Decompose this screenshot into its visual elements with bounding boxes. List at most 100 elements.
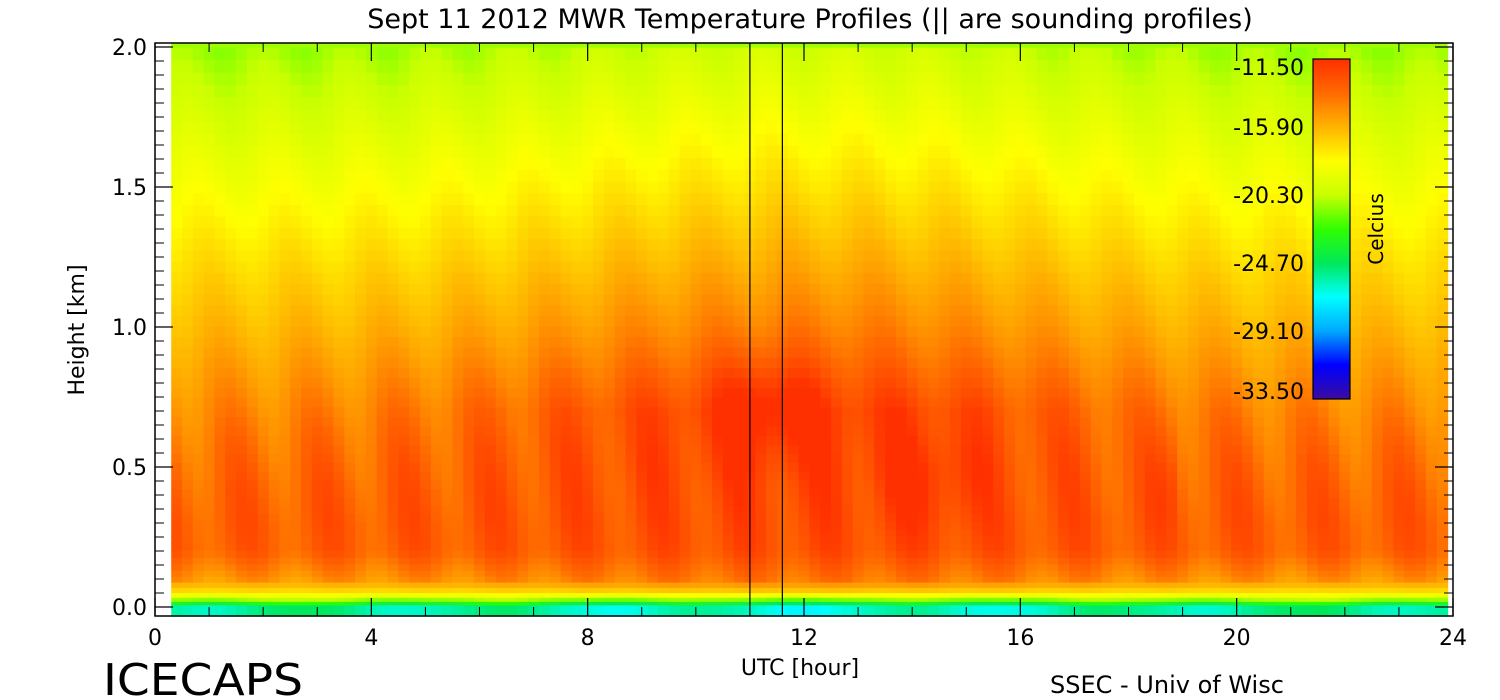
heatmap-cell — [712, 479, 724, 490]
heatmap-cell — [420, 326, 432, 338]
heatmap-cell — [290, 283, 302, 295]
heatmap-cell — [766, 59, 778, 73]
heatmap-cell — [257, 543, 270, 551]
heatmap-cell — [549, 346, 562, 358]
heatmap-cell — [787, 592, 800, 598]
heatmap-cell — [722, 453, 735, 464]
heatmap-cell — [701, 346, 713, 358]
heatmap-cell — [506, 192, 518, 205]
heatmap-cell — [614, 157, 627, 170]
heatmap-cell — [625, 261, 637, 273]
heatmap-cell — [895, 84, 908, 98]
heatmap-cell — [409, 576, 421, 583]
heatmap-cell — [376, 192, 389, 205]
heatmap-cell — [495, 304, 508, 317]
heatmap-cell — [571, 504, 583, 514]
heatmap-cell — [203, 227, 216, 240]
heatmap-cell — [971, 462, 984, 472]
heatmap-cell — [928, 326, 940, 338]
heatmap-cell — [452, 204, 464, 217]
heatmap-cell — [950, 238, 962, 251]
heatmap-cell — [917, 397, 929, 408]
heatmap-cell — [831, 96, 843, 110]
heatmap-cell — [820, 597, 832, 602]
heatmap-cell — [268, 47, 280, 61]
heatmap-cell — [820, 520, 832, 530]
heatmap-cell — [322, 416, 335, 427]
heatmap-cell — [582, 261, 594, 273]
heatmap-cell — [1014, 377, 1027, 388]
heatmap-cell — [722, 462, 735, 472]
heatmap-cell — [484, 304, 497, 317]
heatmap-cell — [668, 406, 681, 418]
heatmap-cell — [582, 570, 594, 577]
heatmap-cell — [474, 488, 486, 498]
heatmap-cell — [668, 192, 681, 205]
heatmap-cell — [593, 563, 605, 571]
heatmap-cell — [712, 96, 724, 110]
heatmap-cell — [1025, 425, 1038, 436]
heatmap-cell — [171, 397, 183, 408]
heatmap-cell — [192, 387, 205, 398]
heatmap-cell — [311, 397, 324, 408]
heatmap-cell — [441, 304, 454, 317]
heatmap-cell — [1047, 597, 1059, 602]
heatmap-cell — [917, 563, 929, 571]
heatmap-cell — [831, 326, 843, 338]
heatmap-cell — [1036, 592, 1048, 598]
heatmap-cell — [452, 581, 464, 589]
heatmap-cell — [593, 180, 605, 194]
heatmap-cell — [960, 488, 973, 498]
heatmap-cell — [733, 543, 746, 551]
heatmap-cell — [1047, 581, 1059, 589]
heatmap-cell — [906, 283, 919, 295]
heatmap-cell — [722, 357, 735, 368]
heatmap-cell — [841, 550, 854, 558]
heatmap-cell — [679, 592, 692, 598]
heatmap-cell — [376, 157, 389, 170]
heatmap-cell — [463, 192, 475, 205]
heatmap-cell — [1047, 47, 1059, 61]
heatmap-cell — [885, 326, 897, 338]
heatmap-cell — [993, 238, 1005, 251]
heatmap-cell — [1004, 59, 1016, 73]
heatmap-cell — [906, 479, 919, 490]
heatmap-cell — [712, 133, 724, 146]
heatmap-cell — [1036, 96, 1048, 110]
heatmap-cell — [268, 272, 280, 284]
heatmap-cell — [582, 272, 594, 284]
heatmap-cell — [311, 72, 324, 86]
heatmap-cell — [1058, 425, 1070, 436]
heatmap-cell — [203, 597, 216, 602]
heatmap-cell — [960, 581, 973, 589]
heatmap-cell — [668, 121, 681, 134]
heatmap-cell — [852, 59, 865, 73]
heatmap-cell — [657, 293, 670, 306]
heatmap-cell — [982, 180, 994, 194]
heatmap-cell — [192, 326, 205, 338]
heatmap-cell — [582, 238, 594, 251]
heatmap-cell — [398, 543, 410, 551]
heatmap-cell — [214, 346, 226, 358]
heatmap-cell — [971, 377, 984, 388]
heatmap-cell — [192, 157, 205, 170]
heatmap-cell — [917, 462, 929, 472]
heatmap-cell — [214, 215, 226, 228]
heatmap-cell — [950, 435, 962, 446]
heatmap-cell — [614, 145, 627, 158]
heatmap-cell — [733, 145, 746, 158]
heatmap-cell — [971, 215, 984, 228]
heatmap-cell — [236, 357, 248, 368]
heatmap-cell — [625, 192, 637, 205]
heatmap-cell — [755, 84, 767, 98]
heatmap-cell — [549, 145, 562, 158]
heatmap-cell — [441, 535, 454, 544]
heatmap-cell — [549, 563, 562, 571]
heatmap-cell — [895, 238, 908, 251]
heatmap-cell — [560, 453, 573, 464]
heatmap-cell — [982, 59, 994, 73]
heatmap-cell — [831, 121, 843, 134]
heatmap-cell — [841, 557, 854, 565]
heatmap-cell — [203, 72, 216, 86]
heatmap-cell — [387, 496, 399, 506]
